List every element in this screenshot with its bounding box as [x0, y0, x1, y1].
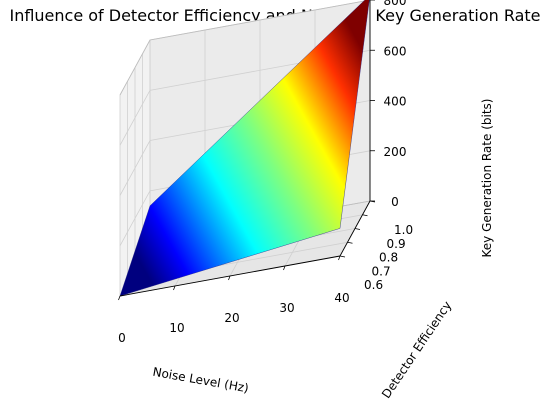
z-tick-label: 0 [391, 195, 399, 209]
y-tick-label: 0.9 [387, 237, 406, 251]
x-tick-label: 0 [118, 331, 126, 345]
z-tick-label: 800 [384, 0, 407, 8]
y-tick-label: 1.0 [394, 223, 413, 237]
x-tick [173, 285, 176, 291]
y-axis-label: Detector Efficiency [379, 299, 454, 401]
x-tick [338, 255, 341, 261]
y-tick [354, 228, 361, 230]
chart-title: Influence of Detector Efficiency and Noi… [9, 6, 541, 25]
x-tick-label: 10 [169, 321, 184, 335]
z-gridline [119, 49, 371, 146]
x-tick-label: 40 [334, 291, 349, 305]
x-tick [228, 275, 231, 281]
y-tick-label: 0.7 [372, 264, 391, 278]
y-tick [347, 241, 353, 244]
pane-top-edge [119, 0, 371, 96]
x-tick-label: 20 [224, 311, 239, 325]
x-axis-label: Noise Level (Hz) [152, 365, 250, 396]
y-tick [339, 255, 346, 258]
key-rate-surface [119, 0, 370, 297]
y-tick [362, 214, 368, 217]
x-tick [283, 265, 286, 271]
surface-layer [119, 0, 370, 297]
x-tick-label: 30 [279, 301, 294, 315]
y-tick-label: 0.6 [364, 278, 383, 292]
z-tick-label: 600 [384, 44, 407, 58]
y-tick-label: 0.8 [379, 251, 398, 265]
z-axis-label: Key Generation Rate (bits) [480, 99, 494, 258]
x-tick [118, 295, 121, 301]
z-tick-label: 400 [384, 95, 407, 109]
z-tick-label: 200 [384, 145, 407, 159]
